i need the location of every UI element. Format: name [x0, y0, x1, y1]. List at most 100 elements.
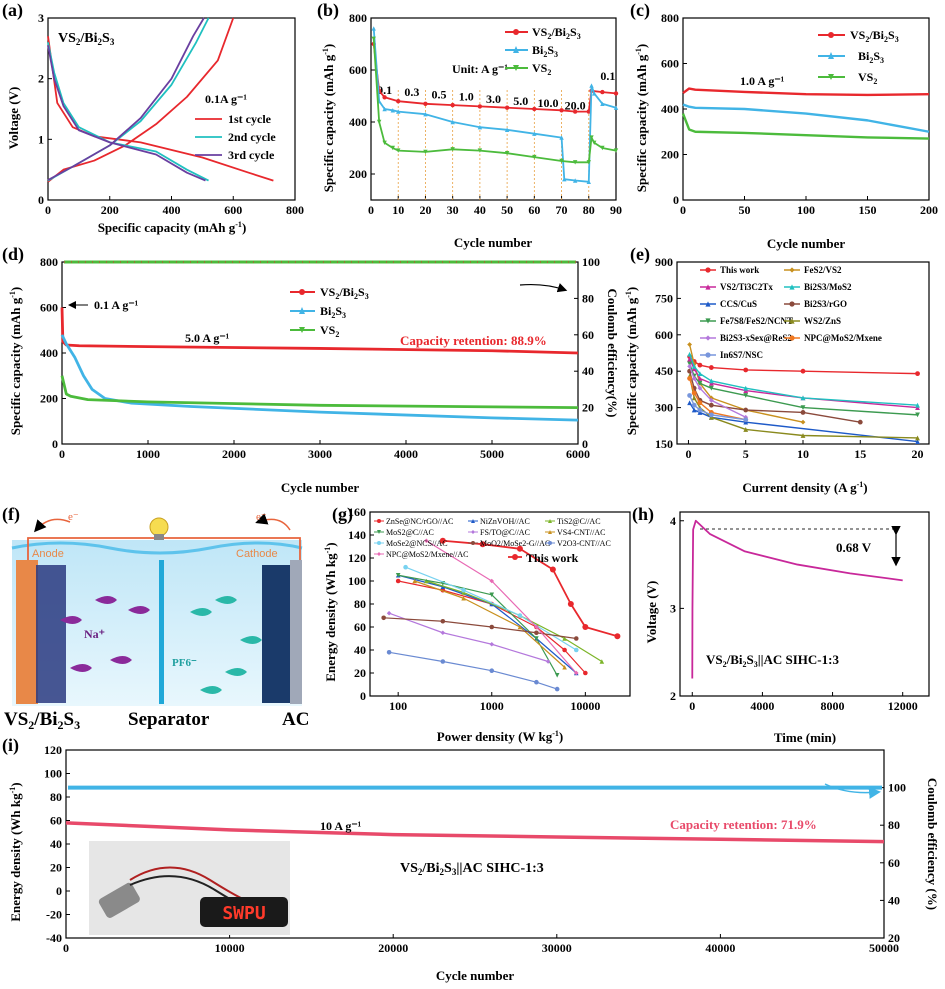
panel-g-ylabel: Energy density (Wh kg-1)	[323, 542, 338, 681]
cathode-current-collector	[290, 560, 302, 704]
y-tick-label: 140	[348, 528, 366, 542]
panel-d-xlabel: Cycle number	[281, 480, 360, 495]
series-ccs-cus	[689, 402, 918, 443]
data-point	[382, 106, 387, 112]
y-tick-label: 800	[349, 11, 367, 25]
legend-vs2bi2s3: VS2/Bi2S3	[532, 25, 581, 41]
data-point	[708, 414, 714, 420]
panel-e-ylabel: Specific capacity (mAh g-1)	[624, 287, 639, 436]
x-tick-label: 0	[59, 447, 65, 461]
data-point	[489, 668, 495, 673]
panel-b: 0 10 20 30 40 50 60 70 80 90 200 400 600 800 0.1 0.3 0.5…	[321, 11, 622, 250]
legend-marker-fs-to-c-ac	[471, 530, 475, 534]
legend-marker-bi2s3	[828, 52, 834, 59]
data-point	[559, 158, 564, 164]
panel-i-retention: Capacity retention: 71.9%	[670, 817, 817, 832]
data-point	[691, 402, 697, 408]
panel-c-xlabel: Cycle number	[767, 236, 846, 251]
pf6-ion-label: PF6⁻	[172, 657, 197, 669]
legend-marker-bi2s3-rgo	[789, 301, 795, 307]
data-point	[440, 618, 446, 624]
x-tick-label: 10	[797, 447, 809, 461]
x-tick-label: 0	[63, 941, 69, 955]
anode-material-label: VS2/Bi2S3	[4, 709, 80, 732]
anode-label: Anode	[32, 548, 64, 560]
data-point	[708, 380, 714, 386]
x-tick-label: 1000	[480, 699, 504, 713]
legend-bi2s3: Bi2S3	[320, 304, 346, 320]
x-tick-label: 4000	[394, 447, 418, 461]
y2-tick-label: 60	[582, 328, 594, 342]
bulb-base-icon	[154, 534, 164, 540]
legend-bi2s3-rgo: Bi2S3/rGO	[804, 299, 847, 309]
x-tick-label: 800	[286, 203, 304, 217]
data-point	[697, 362, 703, 368]
panel-f-schematic: Anode Cathode e⁻ e⁻ Na⁺ PF6⁻ VS2/Bi2S3 S…	[4, 511, 309, 732]
data-point	[516, 545, 523, 552]
panel-d-rate-high: 5.0 A g⁻¹	[185, 331, 230, 345]
series-fs-to-c-ac	[388, 612, 549, 663]
data-point	[440, 630, 446, 636]
data-point	[386, 650, 392, 655]
data-point	[573, 647, 579, 653]
panel-h-xlabel: Time (min)	[774, 730, 836, 745]
panel-e-legend: This work FeS2/VS2 VS2/Ti3C2Tx Bi2S3/MoS2 CC…	[700, 265, 882, 360]
legend-1st-cycle: 1st cycle	[228, 112, 272, 126]
y-tick-label: 200	[40, 392, 58, 406]
data-point	[450, 147, 455, 152]
legend-fes2-vs2: FeS2/VS2	[804, 265, 842, 275]
legend-vs2bi2s3: VS2/Bi2S3	[850, 28, 899, 44]
panel-i-xlabel: Cycle number	[436, 968, 515, 983]
data-point	[489, 624, 495, 630]
x-tick-label: 10000	[215, 941, 245, 955]
series-mose2-ncs-ac	[405, 566, 577, 651]
series-3rd-cycle-charge	[47, 17, 205, 181]
panel-c: 0 50 100 150 200 0 200 400 600 800 1.0 A g⁻¹ VS2/…	[634, 11, 938, 251]
legend-marker-v2o3-cnt-ac	[548, 541, 552, 545]
x-tick-label: 4000	[750, 699, 774, 713]
y-tick-label: -40	[46, 931, 62, 945]
legend-marker-vs2bi2s3	[828, 32, 834, 38]
x-tick-label: 100	[389, 699, 407, 713]
panel-b-unit: Unit: A g⁻¹	[452, 62, 508, 76]
panel-a-xlabel: Specific capacity (mAh g-1)	[98, 220, 247, 235]
data-point	[450, 102, 455, 108]
data-point	[708, 378, 714, 384]
y-tick-label: 120	[44, 743, 62, 757]
x-tick-label: 12000	[888, 699, 918, 713]
pf6-ion	[225, 668, 247, 676]
rate-label: 20.0	[565, 98, 586, 112]
y-tick-label: 200	[349, 167, 367, 181]
legend-marker-ws2-zns	[789, 318, 795, 324]
data-point	[743, 388, 749, 394]
data-point	[403, 564, 408, 570]
data-point	[708, 402, 714, 408]
data-point	[687, 393, 692, 398]
panel-letter-a: (a)	[2, 0, 23, 21]
legend-ws2-zns: WS2/ZnS	[804, 316, 841, 326]
data-point	[423, 112, 428, 117]
panel-g-xlabel: Power density (W kg-1)	[437, 729, 563, 744]
panel-letter-i: (i)	[2, 735, 19, 756]
panel-d-arrow-ce	[519, 283, 568, 293]
device-photo: SWPU	[89, 841, 290, 935]
x-tick-label: 40000	[705, 941, 735, 955]
x-tick-label: 10	[392, 203, 404, 217]
y-tick-label: 600	[349, 63, 367, 77]
x-tick-label: 2000	[222, 447, 246, 461]
y-tick-label: 2	[38, 72, 44, 86]
x-tick-label: 30000	[542, 941, 572, 955]
data-point	[915, 371, 920, 377]
legend-marker-moo2-mose2-g-ac	[471, 541, 475, 545]
data-point	[504, 105, 510, 110]
ions	[60, 596, 262, 694]
data-point	[800, 368, 806, 374]
series-bi2s3-rgo	[688, 371, 861, 423]
data-point	[477, 148, 483, 153]
electrolyte-surface	[11, 541, 303, 555]
legend-marker-vs2bi2s3	[513, 29, 519, 35]
panel-letter-c: (c)	[630, 0, 650, 21]
legend-tis2-c-ac: TiS2@C//AC	[557, 517, 601, 526]
data-point	[562, 664, 567, 670]
